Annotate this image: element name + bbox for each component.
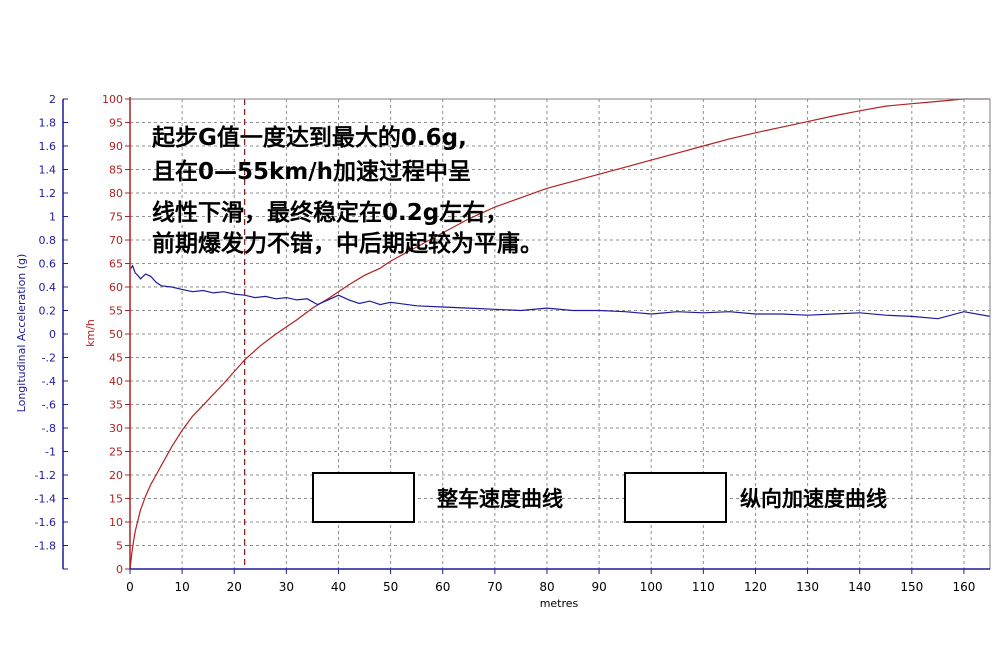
y-left-tick-label: -.8	[42, 422, 56, 435]
y-left-tick-label: -1.4	[35, 493, 56, 506]
y-left-tick-label: 1	[49, 211, 56, 224]
x-axis-label: metres	[540, 597, 579, 610]
accel-series	[129, 264, 991, 320]
y-right-tick-label: 80	[109, 187, 123, 200]
y-left-tick-label: -.2	[42, 352, 56, 365]
x-tick-label: 30	[279, 580, 294, 594]
y-left-tick-label: -1.8	[35, 540, 56, 553]
axes	[62, 97, 991, 570]
y-right-tick-label: 15	[109, 493, 123, 506]
y-right-tick-label: 55	[109, 305, 123, 318]
speed-legend-label: 整车速度曲线	[437, 487, 563, 511]
y-right-tick-label: 40	[109, 375, 123, 388]
x-tick-label: 20	[227, 580, 242, 594]
y-left-tick-label: 0.4	[39, 281, 57, 294]
x-tick-label: 100	[640, 580, 663, 594]
y-left-tick-label: 1.4	[39, 164, 57, 177]
y-left-tick-label: -1.2	[35, 469, 56, 482]
x-tick-label: 10	[174, 580, 189, 594]
x-tick-label: 0	[126, 580, 134, 594]
y-right-tick-label: 70	[109, 234, 123, 247]
speed-series	[129, 98, 990, 570]
y-left-tick-label: 1.6	[39, 140, 57, 153]
y-left-tick-label: -.4	[42, 375, 56, 388]
y-left-tick-label: 1.2	[39, 187, 57, 200]
y-left-tick-label: 0.2	[39, 305, 57, 318]
y-right-tick-label: 45	[109, 352, 123, 365]
y-right-axis-label: km/h	[84, 319, 97, 347]
annotation-line-2: 且在0—55km/h加速过程中呈	[152, 159, 472, 185]
x-tick-label: 90	[591, 580, 606, 594]
y-right-tick-label: 5	[116, 540, 123, 553]
y-right-tick-label: 60	[109, 281, 123, 294]
y-left-tick-label: -1	[45, 446, 56, 459]
y-right-tick-label: 35	[109, 399, 123, 412]
x-tick-label: 120	[744, 580, 767, 594]
x-tick-label: 80	[539, 580, 554, 594]
x-tick-label: 160	[952, 580, 975, 594]
annotation-line-4: 前期爆发力不错，中后期起较为平庸。	[152, 231, 543, 257]
y-right-tick-label: 0	[116, 563, 123, 576]
y-right-tick-label: 85	[109, 164, 123, 177]
y-left-tick-label: 0.6	[39, 258, 57, 271]
y-left-tick-label: -.6	[42, 399, 56, 412]
y-left-axis-label: Longitudinal Acceleration (g)	[15, 254, 28, 413]
y-right-tick-label: 90	[109, 140, 123, 153]
y-left-tick-label: 0.8	[39, 234, 57, 247]
y-right-tick-label: 50	[109, 328, 123, 341]
x-tick-label: 70	[487, 580, 502, 594]
accel-legend-swatch	[624, 472, 727, 523]
y-left-tick-label: -1.6	[35, 516, 56, 529]
y-right-tick-label: 30	[109, 422, 123, 435]
x-tick-label: 150	[900, 580, 923, 594]
y-left-tick-label: 2	[49, 93, 56, 106]
y-right-tick-label: 20	[109, 469, 123, 482]
annotation-line-1: 起步G值一度达到最大的0.6g,	[152, 125, 467, 151]
y-right-tick-label: 10	[109, 516, 123, 529]
x-tick-label: 60	[435, 580, 450, 594]
speed-legend-swatch	[312, 472, 415, 523]
x-tick-label: 130	[796, 580, 819, 594]
x-tick-label: 140	[848, 580, 871, 594]
y-right-tick-label: 65	[109, 258, 123, 271]
x-tick-label: 110	[692, 580, 715, 594]
y-left-tick-label: 1.8	[39, 117, 57, 130]
ticks: 0 10 20 30 40 50 60 70 80 90 100 110 120 130 140 150 160…	[35, 93, 976, 594]
annotation-line-3: 线性下滑，最终稳定在0.2g左右，	[152, 200, 509, 226]
y-right-tick-label: 95	[109, 117, 123, 130]
y-right-tick-label: 100	[102, 93, 123, 106]
y-right-tick-label: 25	[109, 446, 123, 459]
speed-curve	[129, 98, 990, 570]
accel-curve	[129, 264, 991, 320]
y-right-tick-label: 75	[109, 211, 123, 224]
grid	[130, 98, 990, 569]
y-left-tick-label: 0	[49, 328, 56, 341]
accel-legend-label: 纵向加速度曲线	[740, 487, 887, 511]
x-tick-label: 50	[383, 580, 398, 594]
x-tick-label: 40	[331, 580, 346, 594]
